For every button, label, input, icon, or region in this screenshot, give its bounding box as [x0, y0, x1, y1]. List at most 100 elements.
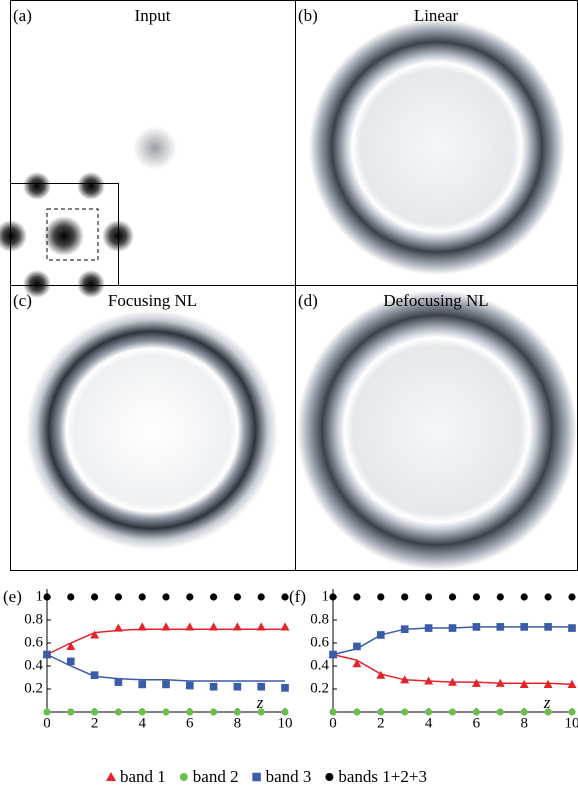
panel-label: (e) — [3, 587, 22, 606]
marker — [139, 708, 146, 715]
legend-label: bands 1+2+3 — [338, 767, 427, 786]
marker — [449, 593, 456, 600]
y-tick-label: 0.4 — [24, 657, 43, 673]
marker — [497, 708, 504, 715]
marker — [67, 708, 74, 715]
marker — [257, 622, 266, 630]
defocusing-ring — [297, 290, 577, 570]
marker — [473, 593, 480, 600]
marker — [210, 708, 217, 715]
y-tick-label: 0.2 — [24, 680, 43, 696]
panel-label: (c) — [13, 291, 32, 310]
marker — [210, 683, 218, 691]
x-tick-label: 10 — [278, 715, 293, 731]
marker — [449, 708, 456, 715]
marker — [138, 622, 147, 630]
marker — [139, 593, 146, 600]
legend-label: band 2 — [193, 767, 239, 786]
panel-label: (a) — [13, 6, 32, 25]
marker — [568, 624, 576, 632]
panel-label: (d) — [298, 291, 318, 310]
marker — [257, 683, 265, 691]
y-tick-label: 0.4 — [310, 657, 329, 673]
marker — [329, 593, 336, 600]
panel-label: (b) — [298, 6, 318, 25]
marker — [91, 708, 98, 715]
marker — [401, 625, 409, 633]
panel-title: Linear — [414, 6, 459, 25]
marker — [281, 622, 290, 630]
marker — [352, 659, 361, 667]
marker — [258, 593, 265, 600]
marker — [43, 708, 50, 715]
marker — [425, 624, 433, 632]
fit-line — [47, 629, 285, 654]
marker — [162, 681, 170, 689]
marker — [114, 624, 123, 632]
marker — [281, 593, 288, 600]
marker — [209, 622, 218, 630]
y-tick-label: 0.2 — [310, 680, 329, 696]
x-tick-label: 6 — [186, 715, 194, 731]
marker — [377, 631, 385, 639]
marker — [43, 593, 50, 600]
marker — [568, 708, 575, 715]
marker — [281, 684, 289, 692]
marker — [67, 593, 74, 600]
marker — [67, 658, 75, 666]
marker — [473, 623, 481, 631]
marker — [233, 622, 242, 630]
marker — [91, 593, 98, 600]
y-tick-label: 0.8 — [310, 611, 329, 627]
marker — [544, 623, 552, 631]
legend-marker — [252, 773, 261, 782]
marker — [138, 681, 146, 689]
x-tick-label: 0 — [43, 715, 51, 731]
marker — [115, 708, 122, 715]
panel-label: (f) — [289, 587, 306, 606]
marker — [281, 708, 288, 715]
linear-ring — [309, 19, 565, 275]
fit-line — [47, 655, 285, 681]
x-tick-label: 4 — [425, 715, 433, 731]
x-tick-label: 2 — [91, 715, 99, 731]
marker — [162, 593, 169, 600]
legend-marker — [106, 772, 116, 781]
marker — [497, 593, 504, 600]
marker — [210, 593, 217, 600]
marker — [234, 708, 241, 715]
panel-title: Focusing NL — [108, 291, 197, 310]
panel-title: Defocusing NL — [383, 291, 488, 310]
marker — [43, 651, 51, 659]
marker — [115, 593, 122, 600]
marker — [185, 622, 194, 630]
marker — [521, 593, 528, 600]
marker — [568, 593, 575, 600]
y-tick-label: 0.6 — [310, 634, 329, 650]
focusing-ring — [26, 310, 278, 550]
x-tick-label: 10 — [565, 715, 578, 731]
marker — [545, 708, 552, 715]
marker — [186, 708, 193, 715]
marker — [329, 651, 337, 659]
marker — [545, 593, 552, 600]
marker — [401, 593, 408, 600]
x-tick-label: 2 — [377, 715, 385, 731]
marker — [186, 593, 193, 600]
y-tick-label: 1 — [322, 588, 330, 604]
marker — [520, 623, 528, 631]
marker — [377, 708, 384, 715]
marker — [449, 624, 457, 632]
legend-label: band 3 — [266, 767, 312, 786]
marker — [377, 593, 384, 600]
x-tick-label: 4 — [138, 715, 146, 731]
marker — [329, 708, 336, 715]
marker — [521, 708, 528, 715]
marker — [91, 671, 99, 679]
x-tick-label: 6 — [473, 715, 481, 731]
marker — [353, 593, 360, 600]
marker — [425, 708, 432, 715]
marker — [186, 682, 194, 690]
inset — [0, 172, 134, 298]
